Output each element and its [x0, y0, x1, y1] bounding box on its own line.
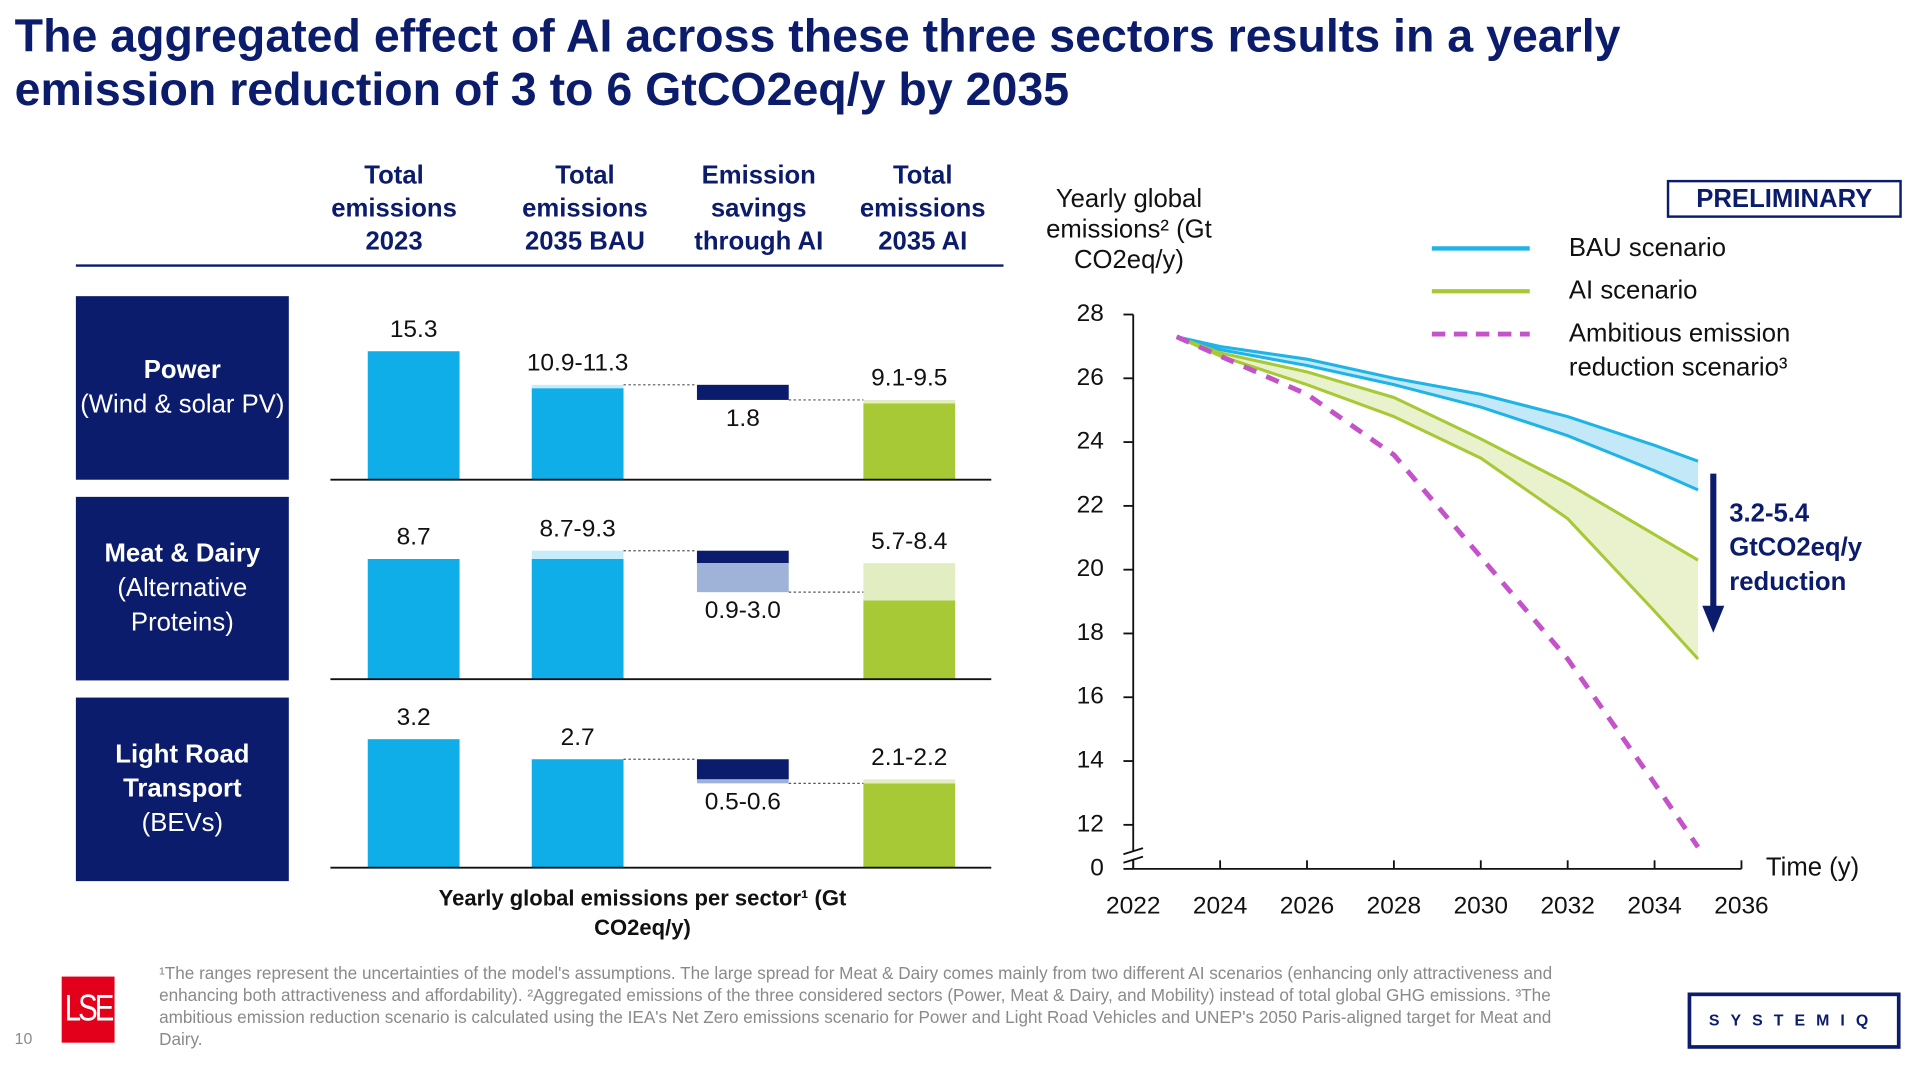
- bar: [863, 399, 956, 404]
- sector-name: Light Road Transport: [115, 740, 250, 803]
- bar: [367, 739, 460, 868]
- y-tick-label: 26: [1077, 364, 1104, 391]
- value-label: 0.9-3.0: [705, 597, 781, 624]
- value-label: 10.9-11.3: [527, 349, 629, 376]
- bar: [696, 563, 789, 593]
- value-label: 1.8: [726, 405, 760, 432]
- legend-label: Ambitious emission reduction scenario³: [1568, 319, 1791, 382]
- column-header: Emission savings through AI: [694, 161, 824, 256]
- y-tick-label: 24: [1077, 428, 1104, 455]
- bar: [531, 759, 624, 868]
- sector-detail: (BEVs): [141, 808, 224, 838]
- y-tick-label: 0: [1090, 854, 1104, 881]
- bar: [367, 351, 460, 480]
- page-number: 10: [14, 1029, 33, 1048]
- sector-name: Power: [143, 356, 221, 385]
- value-label: 0.5-0.6: [705, 788, 781, 815]
- value-label: 8.7-9.3: [540, 515, 616, 542]
- y-tick-label: 16: [1077, 683, 1104, 710]
- y-tick-label: 12: [1077, 810, 1104, 837]
- value-label: 3.2: [397, 704, 431, 731]
- x-tick-label: 2028: [1367, 892, 1421, 919]
- bar: [696, 384, 789, 400]
- axis-break: [1123, 847, 1144, 856]
- y-tick-label: 28: [1077, 300, 1104, 327]
- x-tick-label: 2030: [1454, 892, 1508, 919]
- value-label: 2.7: [561, 724, 595, 751]
- annotation-arrowhead: [1702, 605, 1725, 633]
- bar: [863, 563, 956, 601]
- axis-break: [1123, 855, 1144, 864]
- systemiq-logo: SYSTEMIQ: [1687, 992, 1901, 1049]
- x-tick-label: 2032: [1540, 892, 1594, 919]
- sector-detail: (Alternative Proteins): [117, 573, 248, 637]
- value-label: 8.7: [397, 524, 431, 551]
- y-tick-label: 22: [1077, 491, 1104, 518]
- column-header: Total emissions 2023: [331, 161, 457, 256]
- band-lower-line: [1176, 335, 1700, 661]
- bar: [863, 600, 956, 680]
- column-header: Total emissions 2035 BAU: [522, 161, 648, 256]
- preliminary-badge: PRELIMINARY: [1666, 179, 1902, 218]
- x-tick-label: 2036: [1714, 892, 1768, 919]
- series-line: [1176, 335, 1699, 562]
- bar: [696, 779, 789, 784]
- sector-label: Light Road Transport (BEVs): [75, 697, 289, 882]
- value-label: 9.1-9.5: [871, 365, 947, 392]
- lse-logo: LSE: [61, 976, 115, 1043]
- band-lower-line: [1176, 335, 1699, 492]
- y-tick-label: 18: [1077, 619, 1104, 646]
- value-label: 15.3: [390, 316, 438, 343]
- bar: [531, 558, 624, 680]
- y-axis-label: Yearly global emissions² (Gt CO2eq/y): [1046, 184, 1212, 275]
- annotation: 3.2-5.4 GtCO2eq/y reduction: [1729, 499, 1863, 596]
- value-label: 5.7-8.4: [871, 528, 947, 555]
- x-tick-label: 2024: [1193, 892, 1247, 919]
- bar: [531, 388, 624, 480]
- bar: [367, 558, 460, 680]
- axis-break-gap: [1123, 850, 1144, 861]
- bar: [531, 384, 624, 389]
- bar: [696, 550, 789, 564]
- sector-detail: (Wind & solar PV): [80, 390, 285, 419]
- column-header: Total emissions 2035 AI: [859, 161, 986, 256]
- series-line: [1175, 334, 1701, 849]
- sector-label: Meat & Dairy (Alternative Proteins): [75, 496, 289, 681]
- x-axis-label: Time (y): [1766, 854, 1859, 882]
- series-line: [1176, 335, 1699, 463]
- bar: [696, 759, 789, 780]
- bar: [863, 783, 956, 868]
- sector-label: Power (Wind & solar PV): [75, 296, 289, 480]
- bar: [531, 550, 624, 559]
- x-axis-label: Yearly global emissions per sector¹ (Gt …: [438, 886, 847, 940]
- x-tick-label: 2022: [1106, 892, 1160, 919]
- y-tick-label: 14: [1077, 747, 1104, 774]
- slide-title: The aggregated effect of AI across these…: [14, 11, 1621, 117]
- bar: [863, 403, 956, 480]
- bar: [863, 779, 956, 784]
- x-tick-label: 2034: [1627, 892, 1681, 919]
- y-tick-label: 20: [1077, 555, 1104, 582]
- value-label: 2.1-2.2: [871, 744, 947, 771]
- footnote: ¹The ranges represent the uncertainties …: [159, 963, 1553, 1049]
- x-tick-label: 2026: [1280, 892, 1334, 919]
- legend-label: AI scenario: [1568, 276, 1698, 305]
- legend-label: BAU scenario: [1568, 233, 1727, 262]
- sector-name: Meat & Dairy: [104, 539, 261, 568]
